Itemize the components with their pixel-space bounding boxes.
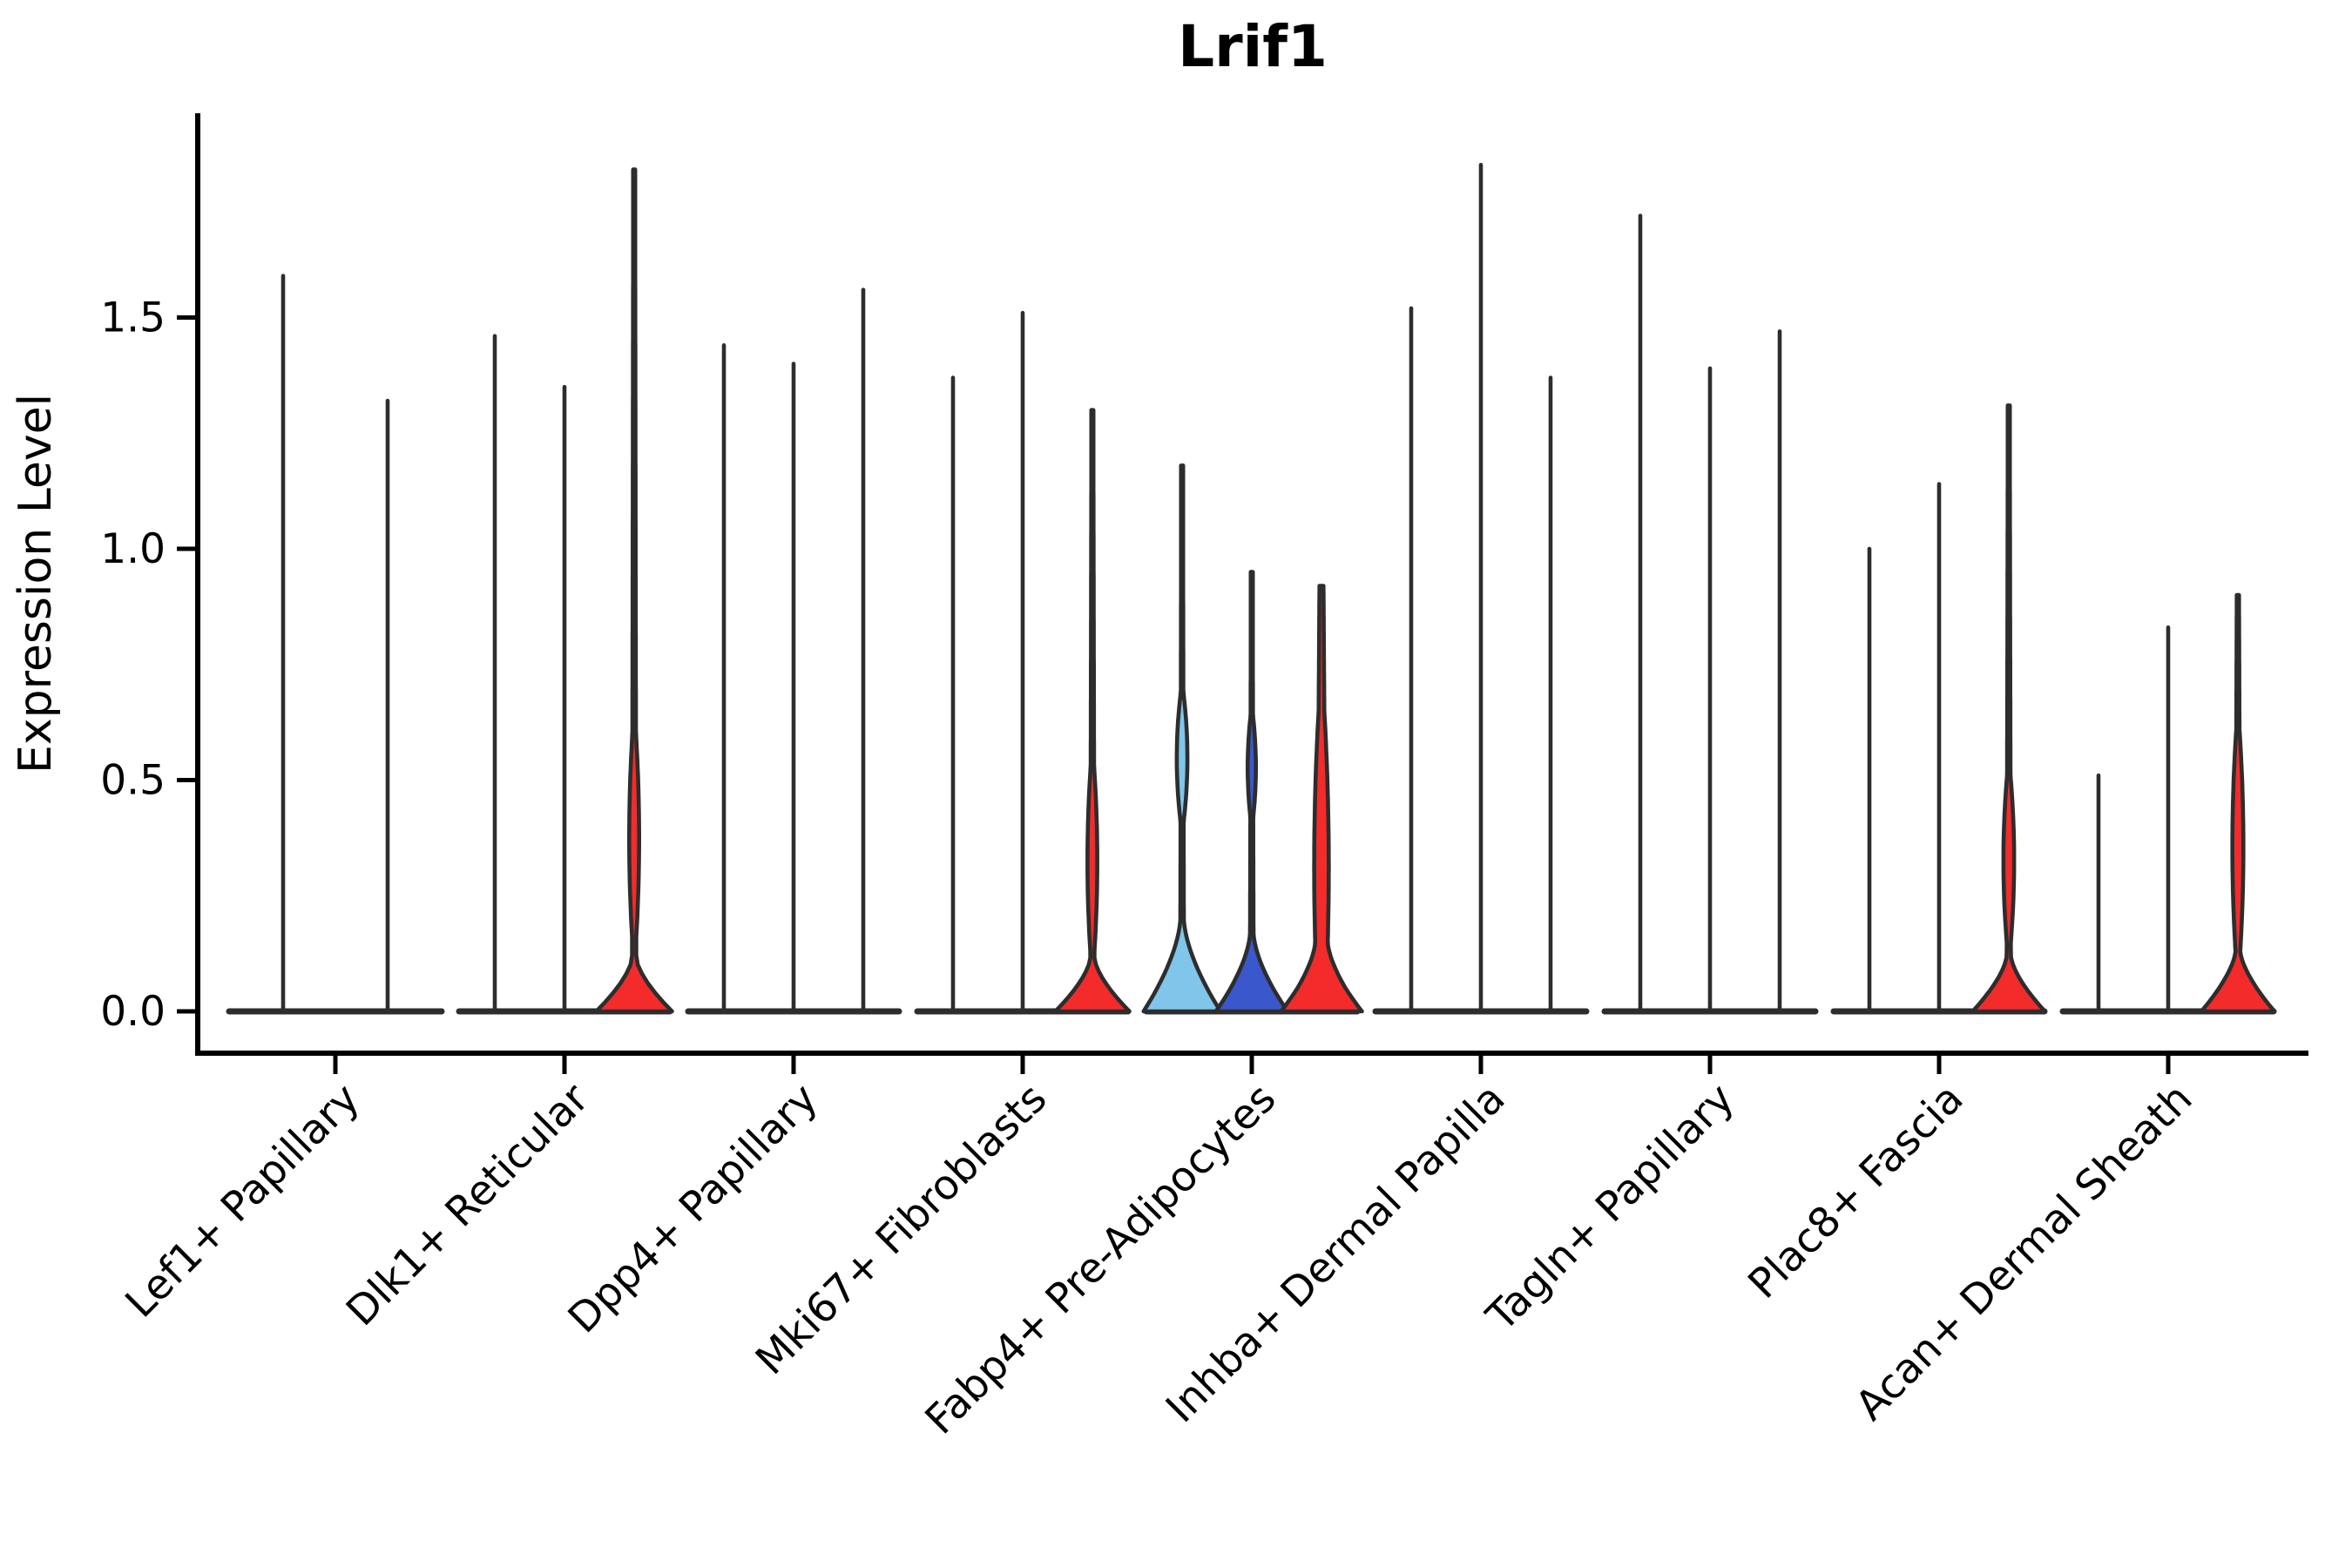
violin-light_blue (1141, 463, 1223, 1014)
violin-red (594, 167, 674, 1014)
violin-dark_blue (1213, 570, 1290, 1014)
y-axis-label: Expression Level (10, 394, 62, 774)
y-tick-label: 1.0 (100, 525, 166, 573)
y-tick-label: 0.5 (100, 757, 166, 805)
violin-red (1279, 584, 1364, 1014)
axes (177, 113, 2308, 1074)
violin-red (1053, 408, 1132, 1014)
violin-red (1970, 403, 2047, 1014)
x-tick-label: Plac8+ Fascia (1740, 1075, 1973, 1308)
violin-red (2199, 592, 2277, 1014)
x-tick-label: Lef1+ Papillary (117, 1075, 369, 1328)
y-tick-label: 1.5 (100, 294, 166, 342)
x-tick-label: Dlk1+ Reticular (337, 1074, 598, 1335)
x-tick-label: Dpp4+ Papillary (559, 1075, 828, 1343)
chart-title: Lrif1 (1178, 13, 1328, 80)
x-tick-label: Tagln+ Papillary (1477, 1075, 1744, 1342)
violins (226, 162, 2277, 1015)
y-tick-label: 0.0 (100, 988, 166, 1036)
